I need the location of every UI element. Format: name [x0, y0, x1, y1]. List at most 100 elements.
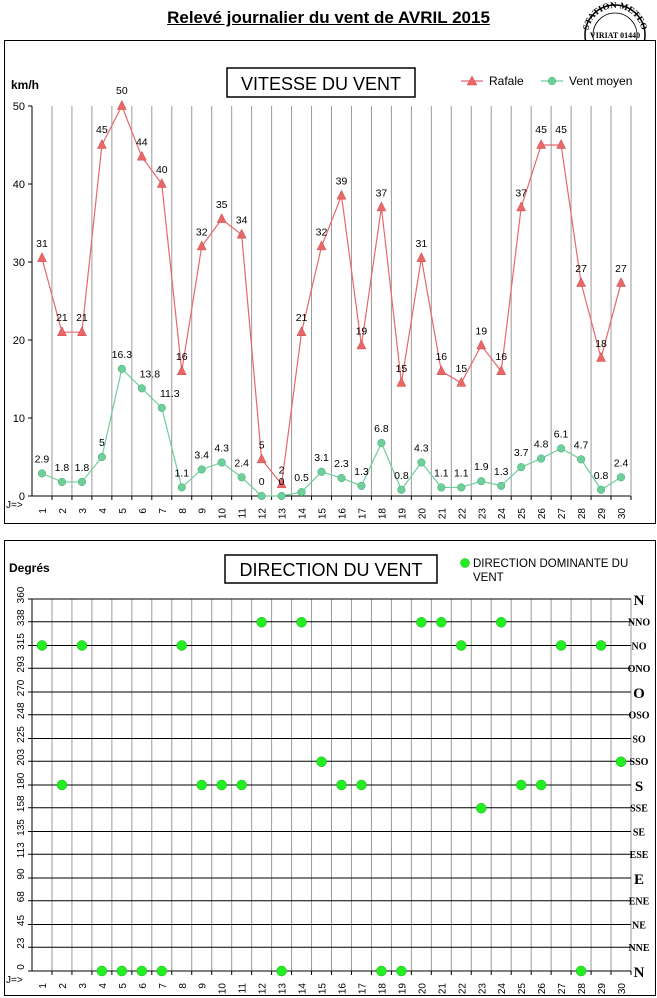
data-point-rafale — [77, 326, 87, 336]
data-point-rafale — [396, 376, 407, 387]
legend-label-line1: DIRECTION DOMINANTE DU — [473, 558, 628, 570]
y-tick-label: 45 — [16, 915, 27, 927]
data-point-direction — [156, 965, 168, 977]
data-point-rafale — [356, 339, 367, 350]
data-point-rafale — [96, 138, 107, 149]
direction-label: O — [633, 686, 645, 702]
data-label-vent-moyen: 4.7 — [574, 439, 589, 451]
y-tick-label: 158 — [16, 795, 27, 812]
x-tick-label: 4 — [98, 508, 109, 514]
data-point-rafale — [57, 326, 67, 336]
data-label-vent-moyen: 13.8 — [140, 368, 161, 380]
data-label-vent-moyen: 1.8 — [75, 462, 90, 474]
data-label-vent-moyen: 0 — [279, 476, 285, 488]
x-tick-label: 16 — [337, 983, 348, 995]
x-tick-label: 25 — [517, 508, 528, 520]
x-tick-label: 22 — [457, 508, 468, 520]
data-label-rafale: 19 — [356, 325, 368, 337]
x-tick-label: 19 — [397, 508, 408, 520]
y-axis-label: km/h — [11, 78, 39, 92]
y-tick-label: 90 — [16, 868, 27, 880]
data-point-rafale — [216, 213, 227, 223]
direction-label: N — [634, 965, 645, 981]
data-label-rafale: 21 — [56, 312, 68, 324]
x-tick-label: 2 — [58, 508, 69, 514]
x-tick-label: 6 — [138, 508, 149, 514]
data-point-direction — [56, 779, 68, 791]
data-point-direction — [216, 779, 227, 791]
data-point-rafale — [516, 201, 527, 212]
direction-label: SSE — [630, 804, 648, 815]
data-point-rafale — [276, 478, 287, 489]
data-label-rafale: 39 — [336, 176, 348, 188]
data-point-vent-moyen — [377, 438, 386, 448]
data-point-direction — [316, 756, 327, 767]
y-tick-label: 23 — [16, 937, 27, 949]
x-tick-label: 9 — [198, 983, 209, 989]
data-label-vent-moyen: 1.1 — [454, 467, 469, 479]
data-label-vent-moyen: 0.5 — [294, 472, 309, 484]
x-tick-label: 27 — [557, 508, 568, 520]
data-point-direction — [555, 640, 567, 651]
direction-label: ONO — [628, 664, 651, 675]
x-tick-label: 25 — [517, 983, 528, 995]
data-point-rafale — [196, 240, 207, 251]
y-tick-label: 338 — [16, 609, 27, 626]
y-tick-label: 135 — [16, 819, 27, 836]
data-label-vent-moyen: 3.4 — [194, 449, 209, 461]
x-tick-label: 21 — [437, 983, 448, 995]
data-point-direction — [336, 779, 347, 791]
data-point-direction — [176, 640, 187, 651]
direction-label: SSO — [630, 757, 649, 768]
x-tick-label: 30 — [617, 983, 628, 995]
x-tick-label: 4 — [98, 983, 109, 989]
legend-marker — [547, 76, 557, 86]
x-tick-label: 11 — [238, 508, 249, 519]
data-label-vent-moyen: 3.7 — [514, 447, 529, 459]
data-label-vent-moyen: 1.9 — [474, 461, 489, 473]
data-point-direction — [36, 640, 48, 651]
data-point-rafale — [536, 138, 547, 149]
x-tick-label: 28 — [577, 983, 588, 995]
x-tick-label: 1 — [38, 983, 49, 989]
legend-marker — [466, 75, 478, 86]
data-point-vent-moyen — [457, 483, 466, 492]
chart-title: DIRECTION DU VENT — [239, 560, 422, 580]
data-label-rafale: 27 — [575, 263, 587, 275]
direction-label: ENE — [629, 897, 650, 908]
data-point-vent-moyen — [397, 485, 406, 494]
data-label-vent-moyen: 1.3 — [494, 466, 509, 478]
direction-label: NNE — [628, 943, 649, 954]
data-point-direction — [396, 965, 407, 977]
data-label-rafale: 34 — [236, 215, 248, 227]
chart-title: VITESSE DU VENT — [241, 74, 401, 94]
data-label-vent-moyen: 2.4 — [234, 457, 249, 469]
x-tick-label: 3 — [78, 983, 89, 989]
direction-label: S — [635, 779, 643, 795]
y-tick-label: 50 — [13, 101, 25, 113]
data-point-direction — [495, 617, 507, 628]
data-label-rafale: 19 — [475, 325, 487, 337]
svg-text:VIRIAT 01440: VIRIAT 01440 — [590, 31, 640, 40]
direction-label: E — [634, 872, 644, 888]
page-title: Relevé journalier du vent de AVRIL 2015 — [167, 8, 490, 27]
data-point-direction — [136, 965, 148, 977]
x-tick-label: 8 — [178, 508, 189, 514]
chart-title-box — [226, 67, 416, 98]
data-label-vent-moyen: 4.3 — [414, 442, 429, 454]
y-tick-label: 180 — [16, 772, 27, 789]
data-point-vent-moyen — [417, 458, 426, 467]
y-tick-label: 225 — [16, 726, 27, 743]
y-tick-label: 0 — [16, 964, 27, 970]
y-axis-label: Degrés — [9, 561, 50, 575]
y-tick-label: 203 — [16, 748, 27, 765]
data-label-rafale: 32 — [196, 226, 208, 238]
data-point-direction — [196, 779, 207, 791]
data-label-rafale: 16 — [495, 351, 507, 363]
data-point-vent-moyen — [97, 452, 106, 462]
direction-label: SO — [632, 735, 646, 746]
direction-label: ESE — [630, 850, 649, 861]
data-point-rafale — [176, 365, 187, 375]
x-tick-label: 23 — [477, 508, 488, 520]
